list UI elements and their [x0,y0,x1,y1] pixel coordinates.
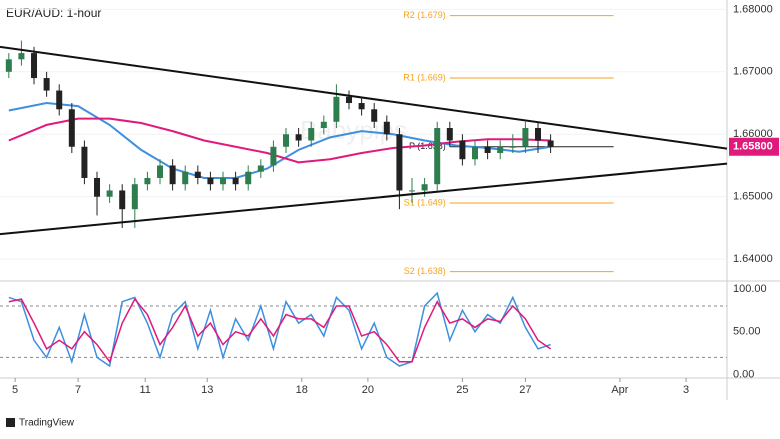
x-tick-label: 7 [75,384,81,396]
trendline [0,162,728,236]
candle-body [220,177,227,185]
candle-body [308,128,315,141]
candle-body [43,78,50,91]
y-tick-label: 1.67000 [733,66,773,78]
candle-body [333,96,340,122]
candle-body [5,59,12,72]
candle-body [547,140,554,147]
x-tick-label: 5 [12,384,18,396]
candle-body [371,109,378,122]
y-tick-label: 1.65000 [733,191,773,203]
chart-title: EUR/AUD: 1-hour [6,6,101,20]
candle-body [31,53,38,79]
candle-body [358,103,365,110]
candle-body [106,190,113,197]
candle-body [497,146,504,153]
candle-body [421,184,428,191]
candle-body [81,146,88,178]
x-tick-label: 20 [362,384,374,396]
candle-body [194,171,201,178]
candle-body [434,128,441,185]
candle-body [535,128,542,141]
candle-body [346,96,353,104]
price-tag-label: 1.65800 [733,141,773,153]
x-tick-label: 25 [456,384,468,396]
x-tick-label: 18 [296,384,308,396]
candle-body [207,177,214,185]
candle-body [295,134,302,141]
candle-body [409,190,416,192]
candle-body [157,165,164,178]
candle-body [446,128,453,141]
y-tick-label: 100.00 [733,283,767,295]
candle-body [459,140,466,160]
logo: TradingView [6,418,75,429]
candle-body [383,121,390,135]
oscillator-line [8,297,552,364]
candle-body [396,134,403,191]
candle-body [144,177,151,185]
candle-body [522,128,529,147]
candle-body [270,146,277,166]
price-tag [729,137,779,156]
candle-body [484,146,491,153]
x-tick-label: 27 [519,384,531,396]
brand: TradingView [19,418,75,429]
level-label: R2 (1.679) [403,10,446,20]
y-tick-label: 1.66000 [733,128,773,140]
x-tick-label: 11 [140,384,151,396]
candle-body [509,146,516,148]
level-label: R1 (1.669) [403,72,446,82]
candle-body [245,171,252,185]
candle-body [56,90,63,110]
level-label: S1 (1.649) [404,197,446,207]
logo-mark [6,418,15,427]
y-tick-label: 50.00 [733,326,761,338]
level-label: S2 (1.638) [404,266,446,276]
candle-body [232,177,239,185]
candle-body [131,184,138,210]
watermark: Babypips [300,115,407,145]
candle-body [472,146,479,160]
trendline [0,45,728,150]
candle-body [320,121,327,129]
candle-body [283,134,290,147]
x-tick-label: Apr [611,384,628,396]
x-tick-label: 3 [683,384,689,396]
candle-body [94,177,101,197]
candle-body [257,165,264,172]
candle-body [68,109,75,147]
candle-body [18,53,25,60]
candle-body [169,165,176,185]
x-tick-label: 13 [201,384,213,396]
y-tick-label: 1.64000 [733,253,773,265]
candle-body [182,171,189,185]
y-tick-label: 0.00 [733,368,754,380]
candle-body [119,190,126,210]
y-tick-label: 1.68000 [733,3,773,15]
